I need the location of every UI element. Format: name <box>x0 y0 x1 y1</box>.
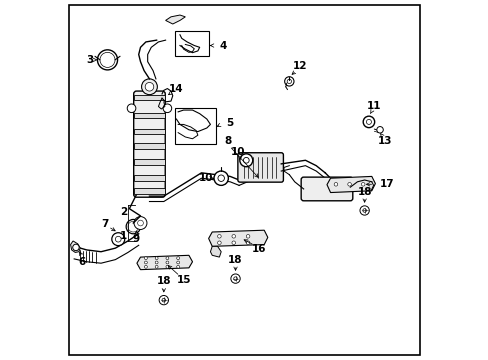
Circle shape <box>155 257 158 260</box>
Bar <box>134 159 164 165</box>
Circle shape <box>176 261 179 264</box>
Circle shape <box>239 154 252 167</box>
Circle shape <box>129 223 137 230</box>
Bar <box>134 188 164 194</box>
Text: 8: 8 <box>224 136 231 146</box>
Text: 10: 10 <box>198 173 213 183</box>
Circle shape <box>176 265 179 268</box>
Circle shape <box>214 171 228 185</box>
Bar <box>134 129 164 134</box>
Circle shape <box>347 183 351 186</box>
Text: 15: 15 <box>177 275 191 285</box>
Bar <box>134 143 164 149</box>
Bar <box>134 113 164 118</box>
Text: 9: 9 <box>132 234 140 244</box>
Text: 5: 5 <box>226 118 233 128</box>
Circle shape <box>333 183 337 186</box>
FancyBboxPatch shape <box>133 91 165 197</box>
Bar <box>174 108 215 144</box>
Circle shape <box>155 265 158 268</box>
FancyBboxPatch shape <box>301 177 352 201</box>
Circle shape <box>97 50 117 70</box>
Circle shape <box>359 206 368 215</box>
Circle shape <box>217 241 221 244</box>
Text: 17: 17 <box>379 179 393 189</box>
Bar <box>174 31 208 56</box>
Circle shape <box>286 79 291 84</box>
Polygon shape <box>208 230 267 246</box>
Circle shape <box>112 233 124 246</box>
Circle shape <box>165 261 168 264</box>
Text: 7: 7 <box>101 219 108 229</box>
Circle shape <box>144 257 147 260</box>
Circle shape <box>363 116 374 128</box>
Text: 2: 2 <box>120 207 127 217</box>
Circle shape <box>163 104 171 113</box>
Circle shape <box>165 265 168 268</box>
Circle shape <box>230 274 240 283</box>
Text: 1: 1 <box>120 231 127 240</box>
Circle shape <box>134 217 147 229</box>
Polygon shape <box>210 246 221 257</box>
Circle shape <box>159 296 168 305</box>
FancyBboxPatch shape <box>237 153 283 182</box>
Text: 11: 11 <box>366 102 381 112</box>
Text: 14: 14 <box>168 84 183 94</box>
Circle shape <box>165 257 168 260</box>
Circle shape <box>361 183 364 186</box>
Polygon shape <box>137 255 192 270</box>
Circle shape <box>366 120 371 125</box>
Circle shape <box>246 234 249 238</box>
Circle shape <box>231 234 235 238</box>
Circle shape <box>102 54 113 65</box>
Circle shape <box>246 241 249 244</box>
Circle shape <box>284 77 293 86</box>
Circle shape <box>142 79 157 95</box>
Text: 3: 3 <box>86 55 93 65</box>
Circle shape <box>73 244 79 251</box>
Text: 12: 12 <box>292 61 306 71</box>
Circle shape <box>145 82 153 91</box>
Text: 18: 18 <box>357 187 371 197</box>
Circle shape <box>243 157 249 163</box>
Circle shape <box>155 261 158 264</box>
Text: 6: 6 <box>79 257 86 267</box>
Text: 18: 18 <box>156 276 171 287</box>
Circle shape <box>126 220 140 234</box>
Bar <box>134 95 164 100</box>
Polygon shape <box>70 241 80 252</box>
Text: 4: 4 <box>219 41 226 50</box>
Text: 10: 10 <box>230 147 245 157</box>
Text: 13: 13 <box>377 136 391 145</box>
Circle shape <box>137 220 143 226</box>
Polygon shape <box>165 15 185 24</box>
Circle shape <box>144 265 147 268</box>
Text: 16: 16 <box>252 244 266 254</box>
Circle shape <box>128 221 139 232</box>
Circle shape <box>231 241 235 244</box>
Circle shape <box>100 52 115 67</box>
Circle shape <box>162 298 165 302</box>
Text: 18: 18 <box>228 255 242 265</box>
Circle shape <box>376 127 383 133</box>
Circle shape <box>362 209 366 212</box>
Bar <box>134 175 164 181</box>
Circle shape <box>176 257 179 260</box>
Circle shape <box>127 104 136 113</box>
Polygon shape <box>326 176 375 193</box>
Circle shape <box>144 261 147 264</box>
Circle shape <box>218 175 224 181</box>
Circle shape <box>115 236 121 242</box>
Circle shape <box>217 234 221 238</box>
Circle shape <box>233 277 237 280</box>
